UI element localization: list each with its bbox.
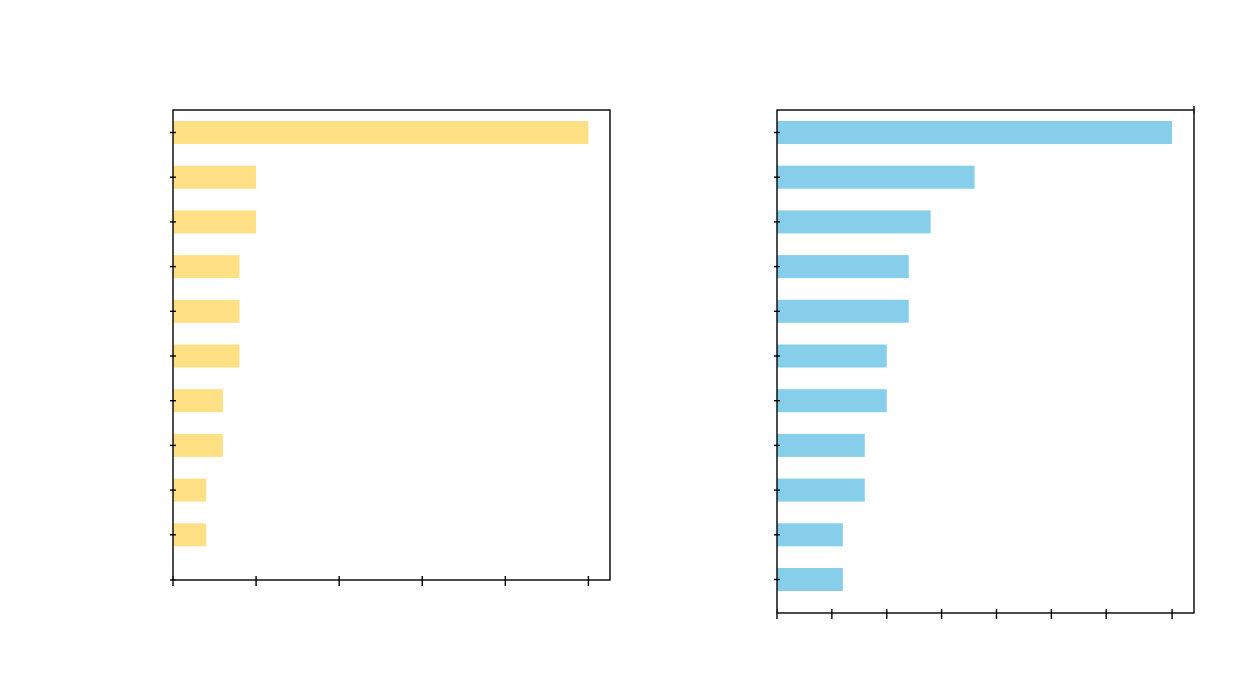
bar-2-11	[777, 568, 843, 591]
bar-2-8	[777, 433, 865, 457]
bar-2-10	[777, 523, 843, 547]
bar-1-2	[173, 165, 257, 189]
bar-2-1	[777, 121, 1173, 144]
chart-panel-1	[170, 109, 611, 586]
bar-1-10	[173, 523, 207, 547]
bar-2-7	[777, 389, 887, 413]
bar-1-1	[173, 121, 589, 144]
bar-1-8	[173, 433, 223, 457]
bar-2-9	[777, 478, 865, 502]
axes-frame-1	[172, 109, 611, 581]
axes-frame-2	[776, 109, 1195, 614]
bar-2-6	[777, 344, 887, 368]
bar-2-5	[777, 299, 909, 323]
bar-2-2	[777, 165, 975, 189]
bar-2-3	[777, 210, 931, 234]
bar-2-4	[777, 255, 909, 279]
bar-1-6	[173, 344, 240, 368]
chart-panel-2	[774, 106, 1195, 619]
bar-1-4	[173, 255, 240, 279]
bar-1-9	[173, 478, 207, 502]
bar-1-7	[173, 389, 223, 413]
bar-1-3	[173, 210, 257, 234]
bar-1-5	[173, 299, 240, 323]
